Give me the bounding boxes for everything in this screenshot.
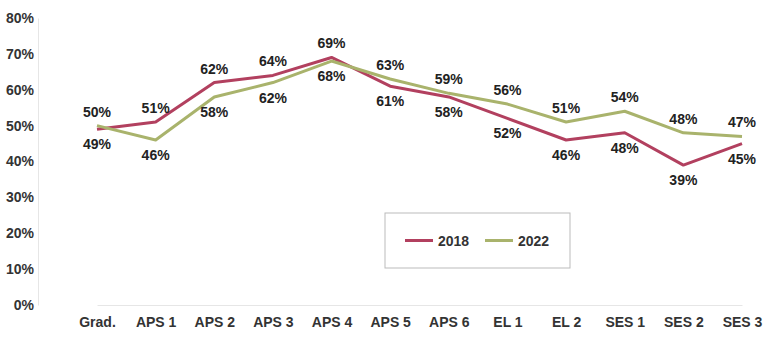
data-label: 51% — [142, 100, 171, 116]
y-tick-label: 20% — [6, 225, 35, 241]
x-tick-label: APS 4 — [312, 314, 353, 330]
y-axis: 0% 10% 20% 30% 40% 50% 60% 70% 80% — [6, 10, 39, 313]
y-tick-label: 0% — [14, 297, 35, 313]
y-tick-label: 70% — [6, 46, 35, 62]
data-label: 64% — [259, 53, 288, 69]
data-label: 59% — [435, 71, 464, 87]
x-tick-label: Grad. — [79, 314, 116, 330]
y-tick: 40% — [6, 153, 38, 169]
data-label: 39% — [669, 172, 698, 188]
chart: 0% 10% 20% 30% 40% 50% 60% 70% 80% Grad. APS 1 APS … — [0, 0, 768, 345]
x-axis-line — [98, 305, 743, 306]
y-tick: 30% — [6, 189, 38, 205]
y-tick-label: 60% — [6, 82, 35, 98]
data-label: 56% — [493, 82, 522, 98]
legend-label: 2018 — [438, 233, 469, 249]
x-tick: APS 2 — [195, 305, 236, 330]
y-tick: 20% — [6, 225, 38, 241]
x-tick-label: APS 3 — [253, 314, 294, 330]
data-label: 48% — [611, 140, 640, 156]
y-tick: 60% — [6, 82, 38, 98]
data-label: 51% — [552, 100, 581, 116]
data-label: 62% — [259, 90, 288, 106]
line-2018 — [97, 57, 742, 165]
data-label: 61% — [376, 93, 405, 109]
data-label: 68% — [318, 68, 347, 84]
data-label: 69% — [318, 35, 347, 51]
y-tick-label: 80% — [6, 10, 35, 26]
x-tick-label: APS 1 — [136, 314, 177, 330]
legend-swatch — [405, 239, 433, 242]
x-tick-label: EL 1 — [493, 314, 523, 330]
legend-label: 2022 — [518, 233, 549, 249]
legend-swatch — [485, 239, 513, 242]
data-label: 52% — [493, 125, 522, 141]
x-tick-label: SES 3 — [723, 314, 763, 330]
legend: 2018 2022 — [385, 213, 570, 268]
x-tick-label: SES 2 — [664, 314, 704, 330]
data-label: 58% — [200, 104, 229, 120]
data-label: 46% — [552, 147, 581, 163]
y-tick-label: 30% — [6, 189, 35, 205]
y-tick: 0% — [14, 297, 38, 313]
data-label: 58% — [435, 104, 464, 120]
x-tick: EL 1 — [493, 305, 523, 330]
y-tick-label: 40% — [6, 153, 35, 169]
y-tick-label: 10% — [6, 261, 35, 277]
x-tick: EL 2 — [552, 305, 582, 330]
data-label: 47% — [728, 114, 757, 130]
lines — [97, 57, 742, 165]
data-label: 49% — [83, 136, 112, 152]
x-tick-label: EL 2 — [552, 314, 582, 330]
y-tick-label: 50% — [6, 118, 35, 134]
x-tick: APS 6 — [429, 305, 470, 330]
data-label: 50% — [83, 104, 112, 120]
line-2022 — [97, 61, 742, 140]
x-tick-label: APS 6 — [429, 314, 470, 330]
x-tick: SES 1 — [605, 305, 645, 330]
x-tick: Grad. — [79, 305, 116, 330]
x-tick: SES 2 — [664, 305, 704, 330]
y-axis-line — [38, 19, 39, 306]
x-tick-label: APS 2 — [195, 314, 236, 330]
data-label: 48% — [669, 111, 698, 127]
x-tick: APS 4 — [312, 305, 353, 330]
x-tick-label: SES 1 — [605, 314, 645, 330]
data-label: 63% — [376, 57, 405, 73]
y-tick: 70% — [6, 46, 38, 62]
x-tick: APS 5 — [370, 305, 411, 330]
x-axis: Grad. APS 1 APS 2 APS 3 APS 4 APS 5 APS 6 EL 1 E… — [79, 305, 762, 330]
data-labels: 49% 51% 62% 64% 69% 61% 58% 52% 46% 48% 39% 45% 50% 4… — [83, 35, 757, 188]
y-tick: 50% — [6, 118, 38, 134]
x-tick: SES 3 — [723, 305, 763, 330]
chart-container: 0% 10% 20% 30% 40% 50% 60% 70% 80% Grad. APS 1 APS … — [0, 0, 768, 345]
x-tick: APS 1 — [136, 305, 177, 330]
x-tick-label: APS 5 — [370, 314, 411, 330]
legend-box — [385, 213, 570, 268]
data-label: 46% — [142, 147, 171, 163]
x-tick: APS 3 — [253, 305, 294, 330]
data-label: 54% — [611, 89, 640, 105]
y-tick: 10% — [6, 261, 38, 277]
y-tick: 80% — [6, 10, 38, 26]
data-label: 62% — [200, 61, 229, 77]
data-label: 45% — [728, 151, 757, 167]
